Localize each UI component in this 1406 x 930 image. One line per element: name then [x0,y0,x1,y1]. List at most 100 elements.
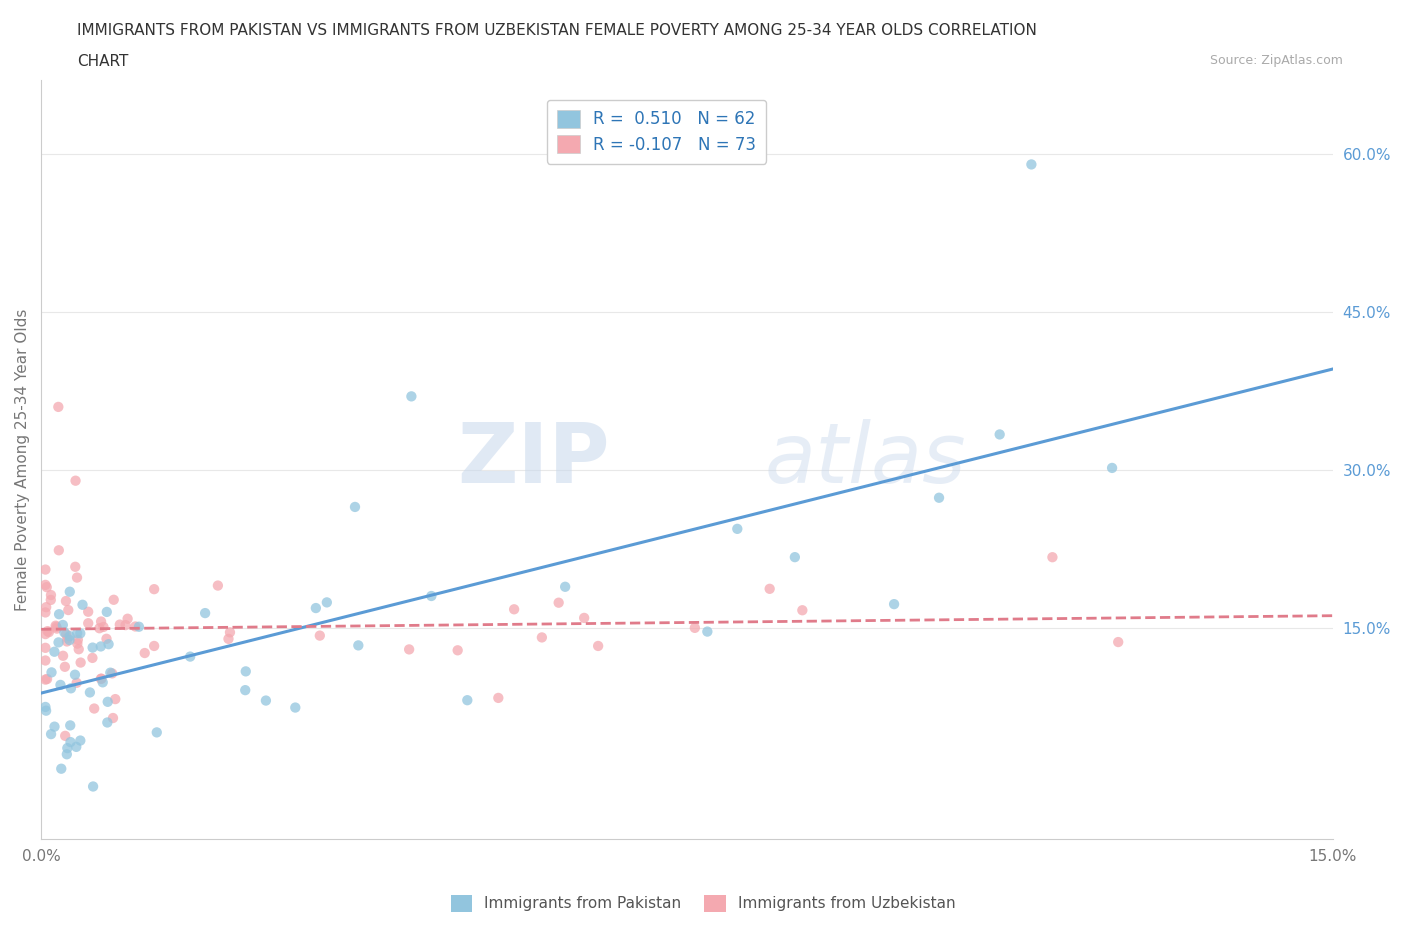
Point [554,579,576,594]
Point [44,719,66,734]
Point [179,649,201,664]
Point [39,588,62,603]
Point [65,739,87,754]
Point [98,665,121,680]
Point [83,701,105,716]
Point [49,677,72,692]
Point [134,645,156,660]
Point [53,625,76,640]
Point [38,625,60,640]
Point [56,631,79,645]
Point [97,695,120,710]
Point [114,618,136,632]
Point [56,740,79,755]
Point [59,735,82,750]
Point [90,671,112,686]
Point [69,733,91,748]
Point [254,693,277,708]
Point [233,683,256,698]
Legend: R =  0.510   N = 62, R = -0.107   N = 73: R = 0.510 N = 62, R = -0.107 N = 73 [547,100,766,164]
Point [90,671,112,686]
Point [34,578,56,592]
Point [35,703,58,718]
Point [315,595,337,610]
Point [347,638,370,653]
Point [48,543,70,558]
Point [41,665,63,680]
Point [66,632,89,647]
Point [72,597,94,612]
Point [34,653,56,668]
Point [194,605,217,620]
Point [792,603,814,618]
Point [128,619,150,634]
Text: IMMIGRANTS FROM PAKISTAN VS IMMIGRANTS FROM UZBEKISTAN FEMALE POVERTY AMONG 25-3: IMMIGRANTS FROM PAKISTAN VS IMMIGRANTS F… [77,23,1038,38]
Point [90,614,112,629]
Point [67,642,90,657]
Point [89,621,111,636]
Point [758,581,780,596]
Point [143,639,166,654]
Point [235,664,257,679]
Point [35,579,58,594]
Point [56,747,79,762]
Point [486,690,509,705]
Point [55,593,77,608]
Point [928,490,950,505]
Point [343,499,366,514]
Point [53,659,76,674]
Point [65,559,87,574]
Point [398,642,420,657]
Point [52,648,75,663]
Point [66,675,89,690]
Point [35,671,58,686]
Point [218,631,240,646]
Point [305,601,328,616]
Point [97,637,120,652]
Point [45,619,67,634]
Point [308,628,330,643]
Point [883,597,905,612]
Point [63,667,86,682]
Point [59,718,82,733]
Point [783,550,806,565]
Point [39,592,62,607]
Point [1101,460,1123,475]
Point [66,626,89,641]
Point [420,589,443,604]
Point [108,618,131,632]
Point [1021,157,1043,172]
Point [34,627,56,642]
Point [65,473,87,488]
Point [988,427,1011,442]
Point [683,620,706,635]
Point [69,626,91,641]
Point [82,640,104,655]
Point [44,644,66,659]
Point [45,621,67,636]
Point [77,604,100,619]
Point [82,779,104,794]
Point [101,711,124,725]
Point [91,675,114,690]
Point [59,629,82,644]
Point [34,672,56,687]
Point [103,592,125,607]
Point [586,639,609,654]
Point [124,619,146,634]
Text: CHART: CHART [77,54,129,69]
Point [59,584,82,599]
Point [56,634,79,649]
Point [48,635,70,650]
Point [82,650,104,665]
Point [96,715,118,730]
Point [117,611,139,626]
Point [447,643,470,658]
Point [284,700,307,715]
Text: Source: ZipAtlas.com: Source: ZipAtlas.com [1209,54,1343,67]
Point [725,522,748,537]
Point [96,604,118,619]
Point [572,610,595,625]
Point [207,578,229,593]
Point [66,570,89,585]
